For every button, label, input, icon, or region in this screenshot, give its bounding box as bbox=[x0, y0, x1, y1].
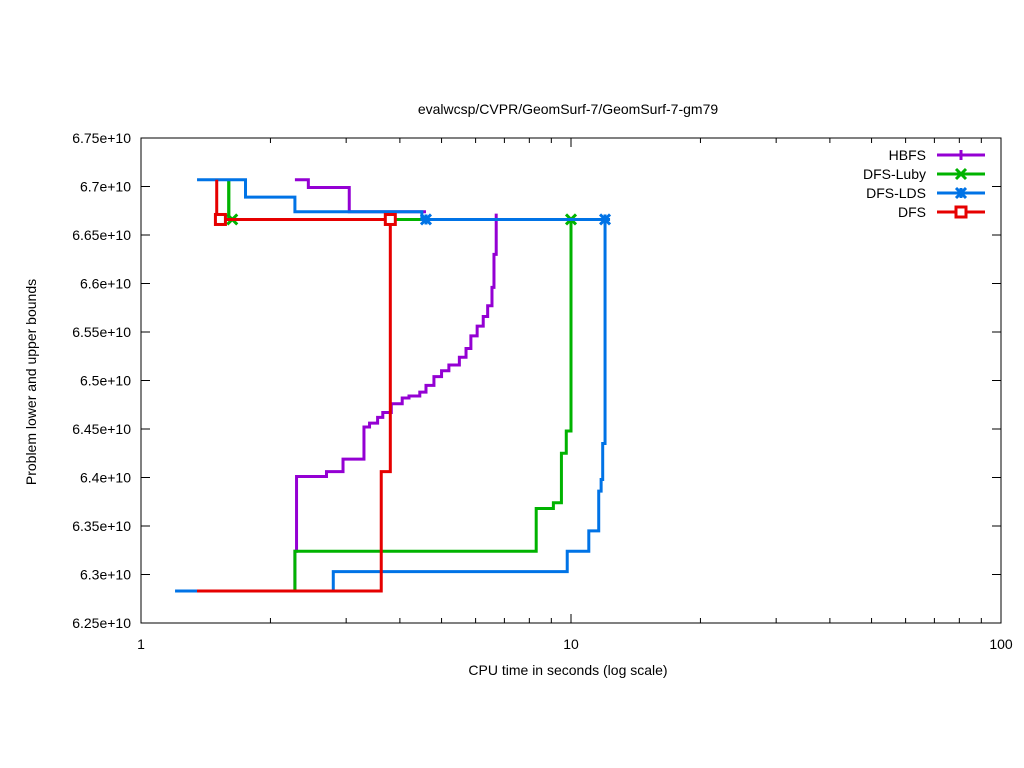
data-point-dfs bbox=[213, 212, 227, 226]
series-line-dfs-lds-lower bbox=[175, 219, 607, 593]
y-tick-label: 6.5e+10 bbox=[80, 373, 131, 389]
legend-marker bbox=[954, 186, 968, 200]
y-tick-label: 6.45e+10 bbox=[72, 421, 131, 437]
legend-label: DFS-Luby bbox=[863, 166, 926, 182]
data-point-dfs-lds bbox=[419, 213, 433, 226]
x-axis-ticks: 1 10 100 bbox=[137, 138, 1013, 652]
y-tick-label: 6.55e+10 bbox=[72, 324, 131, 340]
legend-marker bbox=[954, 167, 968, 181]
series-line-dfs-luby-lower2 bbox=[293, 219, 573, 592]
chart-title: evalwcsp/CVPR/GeomSurf-7/GeomSurf-7-gm79 bbox=[418, 101, 719, 117]
y-tick-label: 6.6e+10 bbox=[80, 276, 131, 292]
y-axis-label: Problem lower and upper bounds bbox=[23, 279, 39, 485]
data-point-dfs bbox=[383, 212, 397, 226]
series-dfs-lds bbox=[175, 178, 612, 593]
series-dfs bbox=[197, 179, 397, 593]
x-tick-label: 10 bbox=[563, 636, 579, 652]
legend: HBFS DFS-Luby DFS-LDS DFS bbox=[863, 147, 985, 220]
x-axis-label: CPU time in seconds (log scale) bbox=[468, 662, 667, 678]
series-line-hbfs-lower bbox=[293, 213, 498, 592]
legend-marker bbox=[954, 205, 968, 219]
legend-label: DFS-LDS bbox=[866, 185, 926, 201]
legend-label: HBFS bbox=[889, 147, 926, 163]
y-tick-label: 6.75e+10 bbox=[72, 130, 131, 146]
x-tick-label: 100 bbox=[989, 636, 1013, 652]
data-point-dfs-lds bbox=[598, 213, 612, 226]
legend-label: DFS bbox=[898, 204, 926, 220]
y-tick-label: 6.65e+10 bbox=[72, 227, 131, 243]
series-line-dfs-lower bbox=[197, 219, 392, 593]
series-layer bbox=[175, 178, 612, 593]
y-axis-ticks: 6.25e+10 6.3e+10 6.35e+10 6.4e+10 6.45e+10 6.… bbox=[72, 130, 1001, 631]
y-tick-label: 6.4e+10 bbox=[80, 470, 131, 486]
y-tick-label: 6.3e+10 bbox=[80, 567, 131, 583]
y-tick-label: 6.7e+10 bbox=[80, 179, 131, 195]
legend-marker bbox=[956, 150, 966, 160]
y-tick-label: 6.25e+10 bbox=[72, 615, 131, 631]
x-tick-label: 1 bbox=[137, 636, 145, 652]
y-tick-label: 6.35e+10 bbox=[72, 518, 131, 534]
